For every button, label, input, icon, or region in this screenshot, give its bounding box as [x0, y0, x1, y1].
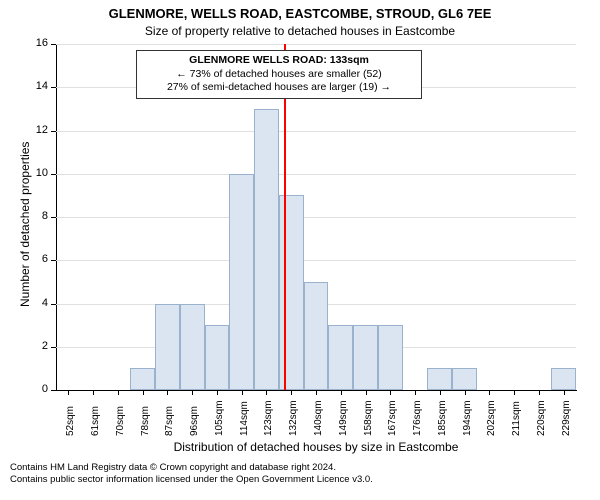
x-tick-label: 114sqm: [239, 401, 250, 436]
x-tick: [93, 390, 94, 395]
x-tick-label: 52sqm: [65, 406, 76, 436]
annotation-line-1: GLENMORE WELLS ROAD: 133sqm: [143, 54, 415, 68]
annotation-box: GLENMORE WELLS ROAD: 133sqm ← 73% of det…: [136, 50, 422, 99]
footer-line-2: Contains public sector information licen…: [10, 474, 373, 486]
histogram-bar: [328, 325, 353, 390]
y-tick-label: 10: [26, 167, 48, 179]
histogram-bar: [155, 304, 180, 391]
y-tick-label: 14: [26, 80, 48, 92]
x-tick-label: 202sqm: [486, 400, 497, 436]
grid-line: [56, 44, 576, 45]
annotation-line-3: 27% of semi-detached houses are larger (…: [143, 81, 415, 95]
histogram-bar: [551, 368, 576, 390]
x-axis-label: Distribution of detached houses by size …: [56, 440, 576, 454]
x-tick-label: 158sqm: [363, 400, 374, 436]
x-tick: [192, 390, 193, 395]
x-tick: [514, 390, 515, 395]
x-tick: [266, 390, 267, 395]
grid-line: [56, 217, 576, 218]
x-tick-label: 176sqm: [412, 400, 423, 436]
chart-container: GLENMORE, WELLS ROAD, EASTCOMBE, STROUD,…: [0, 0, 600, 500]
y-tick-label: 16: [26, 37, 48, 49]
y-tick: [51, 217, 56, 218]
histogram-bar: [378, 325, 403, 390]
x-tick: [167, 390, 168, 395]
y-tick-label: 2: [26, 340, 48, 352]
x-tick-label: 61sqm: [90, 406, 101, 436]
x-tick-label: 185sqm: [437, 400, 448, 436]
histogram-bar: [304, 282, 329, 390]
x-tick: [341, 390, 342, 395]
x-tick-label: 167sqm: [387, 400, 398, 436]
y-tick: [51, 260, 56, 261]
x-tick: [291, 390, 292, 395]
x-tick: [465, 390, 466, 395]
y-tick: [51, 44, 56, 45]
annotation-line-2: ← 73% of detached houses are smaller (52…: [143, 68, 415, 82]
x-tick: [489, 390, 490, 395]
x-tick-label: 96sqm: [189, 406, 200, 436]
y-tick-label: 0: [26, 383, 48, 395]
histogram-bar: [254, 109, 279, 390]
x-tick-label: 140sqm: [313, 400, 324, 436]
footer-text: Contains HM Land Registry data © Crown c…: [10, 462, 373, 487]
histogram-bar: [130, 368, 155, 390]
y-tick: [51, 347, 56, 348]
y-tick: [51, 390, 56, 391]
x-tick: [242, 390, 243, 395]
y-tick: [51, 131, 56, 132]
x-tick: [440, 390, 441, 395]
x-tick: [539, 390, 540, 395]
chart-title-main: GLENMORE, WELLS ROAD, EASTCOMBE, STROUD,…: [0, 6, 600, 21]
x-tick-label: 211sqm: [511, 401, 522, 436]
x-tick-label: 123sqm: [263, 400, 274, 436]
x-tick: [217, 390, 218, 395]
grid-line: [56, 131, 576, 132]
x-tick: [366, 390, 367, 395]
histogram-bar: [180, 304, 205, 391]
y-tick: [51, 174, 56, 175]
footer-line-1: Contains HM Land Registry data © Crown c…: [10, 462, 373, 474]
x-tick-label: 229sqm: [561, 400, 572, 436]
histogram-bar: [279, 195, 304, 390]
histogram-bar: [427, 368, 452, 390]
y-tick-label: 4: [26, 297, 48, 309]
y-tick: [51, 87, 56, 88]
x-tick-label: 70sqm: [115, 406, 126, 436]
x-tick: [143, 390, 144, 395]
x-tick-label: 78sqm: [140, 406, 151, 436]
x-tick-label: 194sqm: [462, 400, 473, 436]
grid-line: [56, 260, 576, 261]
x-tick-label: 132sqm: [288, 400, 299, 436]
y-tick-label: 6: [26, 253, 48, 265]
x-tick: [390, 390, 391, 395]
y-tick: [51, 304, 56, 305]
histogram-bar: [229, 174, 254, 390]
x-tick-label: 149sqm: [338, 400, 349, 436]
x-tick: [118, 390, 119, 395]
x-tick: [415, 390, 416, 395]
histogram-bar: [452, 368, 477, 390]
y-tick-label: 8: [26, 210, 48, 222]
grid-line: [56, 174, 576, 175]
x-tick-label: 220sqm: [536, 400, 547, 436]
histogram-bar: [205, 325, 230, 390]
x-tick: [68, 390, 69, 395]
x-tick: [564, 390, 565, 395]
x-tick-label: 87sqm: [164, 406, 175, 436]
histogram-bar: [353, 325, 378, 390]
chart-title-sub: Size of property relative to detached ho…: [0, 24, 600, 38]
x-tick: [316, 390, 317, 395]
x-tick-label: 105sqm: [214, 400, 225, 436]
y-tick-label: 12: [26, 124, 48, 136]
